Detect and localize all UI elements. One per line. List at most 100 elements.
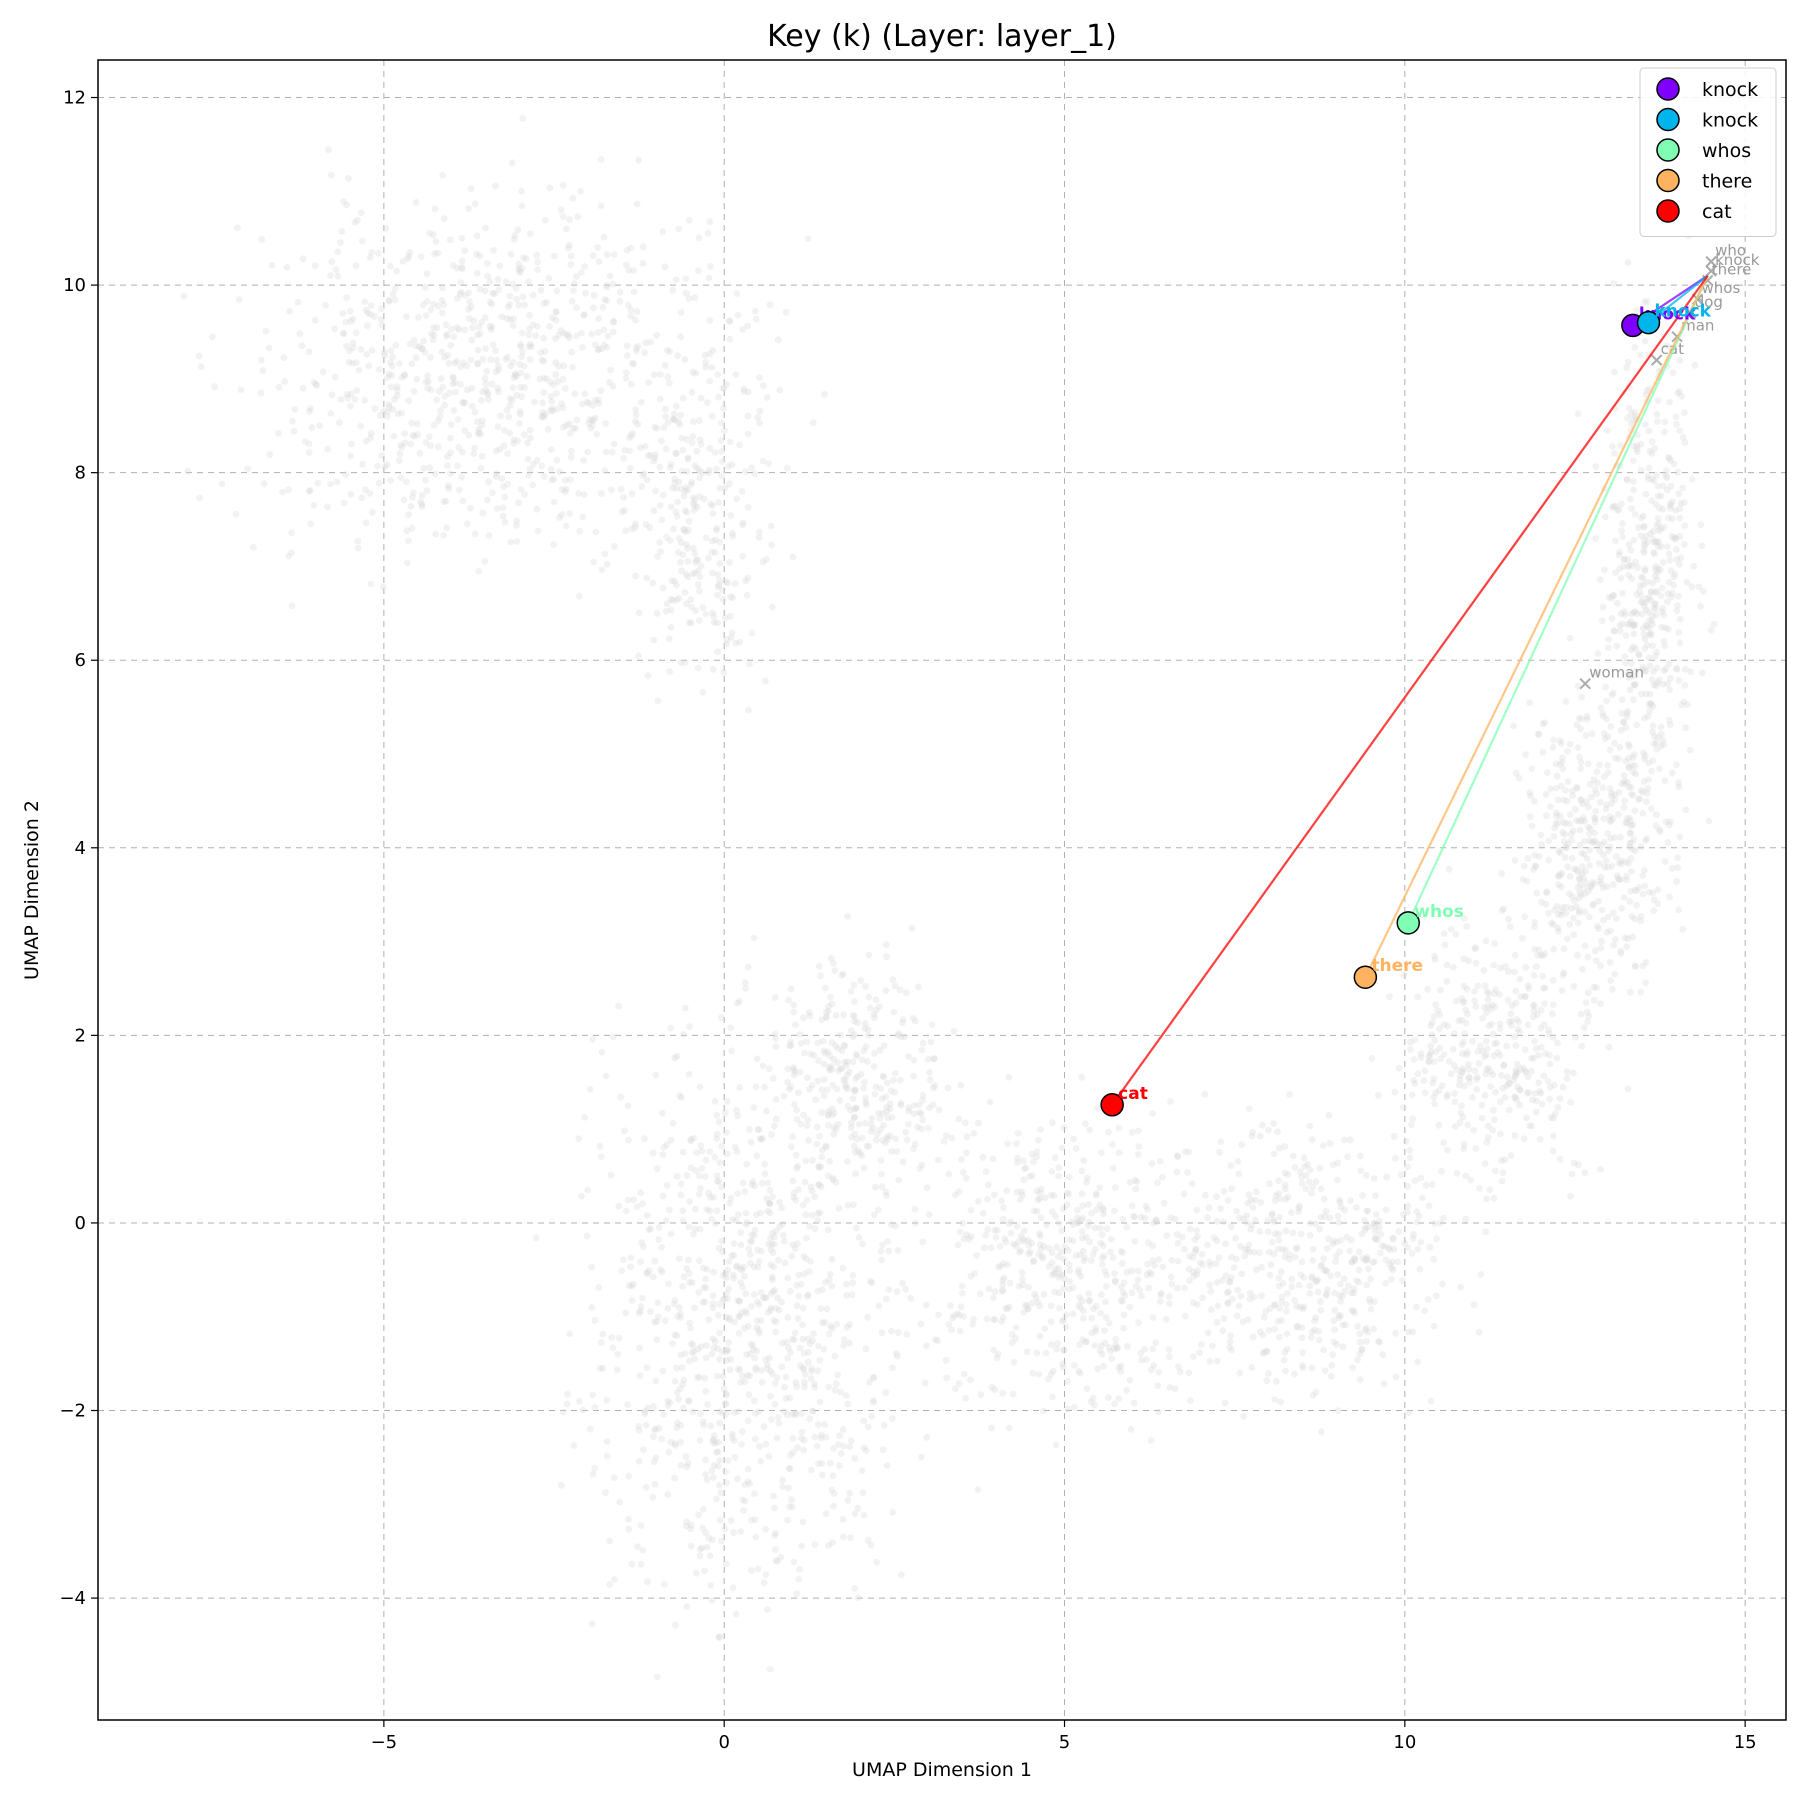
background-point bbox=[1167, 1098, 1174, 1105]
legend-label-whos[interactable]: whos bbox=[1702, 140, 1751, 162]
token-point-there[interactable] bbox=[1353, 965, 1378, 989]
background-point bbox=[589, 304, 597, 312]
background-point bbox=[1063, 1201, 1071, 1209]
background-point bbox=[1181, 1312, 1189, 1320]
background-point bbox=[347, 390, 355, 398]
background-point bbox=[434, 417, 442, 424]
background-point bbox=[1556, 1155, 1564, 1163]
background-point bbox=[1401, 1239, 1409, 1247]
background-point bbox=[772, 1227, 780, 1235]
background-point bbox=[725, 1285, 733, 1293]
background-point bbox=[864, 1423, 872, 1431]
background-point bbox=[1647, 630, 1654, 637]
background-point bbox=[622, 527, 630, 534]
legend-label-knock[interactable]: knock bbox=[1702, 110, 1758, 132]
background-point bbox=[1618, 527, 1625, 535]
legend-label-there[interactable]: there bbox=[1702, 171, 1752, 193]
background-point bbox=[454, 462, 461, 470]
background-point bbox=[1390, 1246, 1398, 1253]
background-point bbox=[1659, 681, 1667, 688]
background-point bbox=[525, 472, 532, 479]
background-point bbox=[268, 261, 276, 269]
background-point bbox=[1621, 797, 1628, 805]
background-point bbox=[1333, 1341, 1341, 1348]
background-point bbox=[589, 417, 596, 424]
background-point bbox=[1621, 934, 1629, 942]
background-point bbox=[680, 526, 687, 533]
background-point bbox=[380, 349, 388, 356]
background-point bbox=[1206, 1357, 1214, 1365]
token-point-cat[interactable] bbox=[1100, 1093, 1124, 1117]
background-point bbox=[1012, 1324, 1020, 1331]
legend-label-cat[interactable]: cat bbox=[1702, 201, 1732, 223]
background-point bbox=[1666, 500, 1674, 508]
background-point bbox=[1644, 538, 1652, 546]
background-point bbox=[829, 1174, 837, 1182]
background-point bbox=[492, 368, 500, 376]
background-point bbox=[1460, 915, 1468, 922]
background-point bbox=[686, 1269, 693, 1277]
background-point bbox=[768, 541, 775, 549]
background-point bbox=[679, 551, 687, 559]
background-point bbox=[542, 410, 549, 418]
legend-label-knock[interactable]: knock bbox=[1702, 79, 1758, 101]
background-point bbox=[1392, 1329, 1399, 1337]
legend[interactable]: knock knock whos there cat bbox=[1639, 67, 1777, 237]
background-point bbox=[1583, 1008, 1591, 1016]
background-point bbox=[823, 1013, 830, 1021]
background-point bbox=[1085, 1290, 1093, 1297]
background-point bbox=[388, 362, 396, 370]
background-point bbox=[1016, 1196, 1024, 1203]
background-point bbox=[717, 437, 725, 444]
background-point bbox=[1330, 1317, 1338, 1325]
background-point bbox=[771, 1401, 779, 1408]
background-point bbox=[1632, 847, 1639, 855]
background-point bbox=[1584, 760, 1592, 768]
background-point bbox=[1544, 769, 1551, 776]
background-point bbox=[784, 1354, 792, 1362]
background-point bbox=[1416, 1265, 1424, 1273]
background-point bbox=[467, 185, 475, 193]
background-point bbox=[1249, 1128, 1256, 1136]
background-point bbox=[393, 386, 401, 394]
background-point bbox=[1510, 1076, 1517, 1084]
background-point bbox=[1432, 1048, 1440, 1056]
background-point bbox=[1371, 1219, 1378, 1227]
background-point bbox=[1309, 1256, 1317, 1264]
background-point bbox=[791, 1101, 798, 1108]
token-point-whos[interactable] bbox=[1396, 911, 1420, 935]
background-point bbox=[667, 460, 675, 468]
background-point bbox=[481, 314, 489, 321]
background-point bbox=[1507, 1010, 1515, 1018]
background-point bbox=[381, 351, 388, 359]
token-point-knock[interactable] bbox=[1636, 310, 1661, 335]
background-point bbox=[879, 1109, 887, 1117]
background-point bbox=[1542, 791, 1550, 798]
background-point bbox=[751, 1490, 758, 1498]
background-point bbox=[1532, 963, 1540, 970]
background-point bbox=[832, 1042, 840, 1050]
background-point bbox=[656, 395, 664, 403]
background-point bbox=[455, 444, 463, 451]
background-point bbox=[1525, 1089, 1532, 1096]
background-point bbox=[1213, 1217, 1221, 1225]
background-point bbox=[1105, 1128, 1112, 1136]
background-point bbox=[500, 426, 508, 434]
background-point bbox=[1643, 835, 1651, 843]
background-point bbox=[706, 1207, 714, 1215]
background-point bbox=[361, 397, 369, 404]
background-point bbox=[1644, 785, 1652, 792]
background-point bbox=[348, 440, 355, 448]
background-point bbox=[1404, 1208, 1411, 1216]
background-point bbox=[704, 229, 712, 237]
background-point bbox=[923, 1342, 930, 1350]
reference-label: dog bbox=[1695, 293, 1723, 311]
background-point bbox=[501, 518, 509, 526]
background-point bbox=[1193, 1227, 1200, 1234]
background-point bbox=[482, 345, 489, 353]
background-point bbox=[680, 1376, 688, 1384]
background-point bbox=[1189, 1180, 1196, 1187]
background-point bbox=[1152, 1339, 1160, 1347]
background-point bbox=[539, 408, 547, 416]
background-point bbox=[1441, 941, 1449, 949]
